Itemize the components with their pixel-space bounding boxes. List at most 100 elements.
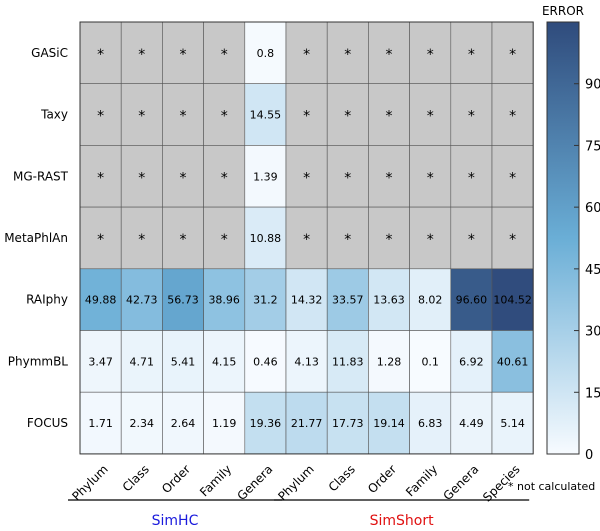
cell-value-label: * <box>468 170 475 186</box>
heatmap-cell <box>79 21 122 85</box>
cell-value-label: 8.02 <box>418 294 443 307</box>
cell-value-label: * <box>97 170 104 186</box>
cell-value-label: * <box>427 109 434 125</box>
heatmap-cell <box>450 268 493 331</box>
not-calculated-note: * not calculated <box>508 480 595 493</box>
heatmap-cell <box>285 21 328 85</box>
cell-value-label: 2.64 <box>171 417 196 430</box>
heatmap-cell <box>120 268 163 331</box>
column-label: Family <box>197 462 234 499</box>
row-labels: GASiC Taxy MG-RAST MetaPhlAn RAIphy PhymmBL FO… <box>4 46 68 430</box>
cell-value-label: 0.46 <box>253 355 278 368</box>
heatmap-cell <box>203 21 246 85</box>
heatmap-cell <box>120 83 163 146</box>
colorbar: ERROR 0 15 30 45 60 75 90 <box>542 4 600 463</box>
cell-value-label: 56.73 <box>167 294 199 307</box>
cell-value-label: * <box>344 109 351 125</box>
cell-value-label: * <box>180 170 187 186</box>
heatmap-cell <box>79 391 122 455</box>
heatmap-cell <box>285 330 328 393</box>
cell-value-label: * <box>221 109 228 125</box>
heatmap-cell <box>79 145 122 208</box>
cell-value-label: * <box>221 232 228 248</box>
cell-value-label: * <box>386 109 393 125</box>
row-label: MetaPhlAn <box>4 231 68 245</box>
cell-value-label: * <box>180 232 187 248</box>
column-label: Genera <box>235 462 276 503</box>
cell-value-label: 4.71 <box>130 355 155 368</box>
heatmap-cell <box>285 391 328 455</box>
cell-value-label: 0.1 <box>421 355 439 368</box>
heatmap-cell <box>285 145 328 208</box>
cell-value-label: 49.88 <box>85 294 117 307</box>
cell-value-label: * <box>138 232 145 248</box>
colorbar-tick-label: 0 <box>585 448 593 463</box>
group-label: SimShort <box>370 513 434 529</box>
heatmap-cells: * * * * 0.8 * * * * * * * * * * 14.55 * * * * * * * * * * 1.39 * * * *… <box>79 21 534 455</box>
cell-value-label: * <box>344 47 351 63</box>
heatmap-cell <box>409 145 452 208</box>
cell-value-label: 14.55 <box>250 109 282 122</box>
row-label: Taxy <box>40 108 68 122</box>
heatmap-cell <box>162 391 204 455</box>
heatmap-cell <box>203 330 246 393</box>
heatmap-cell <box>450 21 493 85</box>
heatmap-cell <box>120 391 163 455</box>
cell-value-label: 10.88 <box>250 232 282 245</box>
column-label: Family <box>403 462 440 499</box>
column-groups: SimHC SimShort <box>68 499 530 529</box>
cell-value-label: 19.36 <box>250 417 282 430</box>
colorbar-tick-label: 15 <box>585 386 600 401</box>
heatmap-cell <box>326 145 369 208</box>
cell-value-label: 13.63 <box>373 294 405 307</box>
cell-value-label: * <box>468 232 475 248</box>
heatmap-cell <box>285 83 328 146</box>
group-label: SimHC <box>152 513 199 529</box>
colorbar-ticks: 0 15 30 45 60 75 90 <box>574 78 600 463</box>
cell-value-label: * <box>97 109 104 125</box>
cell-value-label: * <box>427 232 434 248</box>
heatmap-cell <box>491 268 534 331</box>
heatmap-cell <box>326 83 369 146</box>
cell-value-label: 1.28 <box>377 355 402 368</box>
colorbar-tick-label: 75 <box>585 139 600 154</box>
cell-value-label: 2.34 <box>130 417 155 430</box>
colorbar-tick-label: 30 <box>585 325 600 340</box>
row-label: GASiC <box>31 46 68 60</box>
cell-value-label: * <box>97 47 104 63</box>
heatmap-cell <box>162 268 204 331</box>
cell-value-label: * <box>509 47 516 63</box>
heatmap-cell <box>120 330 163 393</box>
cell-value-label: 33.57 <box>332 294 364 307</box>
cell-value-label: * <box>138 109 145 125</box>
cell-value-label: * <box>180 47 187 63</box>
colorbar-title: ERROR <box>542 4 584 18</box>
heatmap-cell <box>162 83 204 146</box>
cell-value-label: * <box>427 47 434 63</box>
cell-value-label: * <box>509 170 516 186</box>
cell-value-label: 42.73 <box>126 294 158 307</box>
heatmap-cell <box>244 21 287 85</box>
heatmap-cell <box>203 391 246 455</box>
cell-value-label: * <box>97 232 104 248</box>
colorbar-tick-label: 60 <box>585 201 600 216</box>
heatmap-cell <box>409 206 452 270</box>
cell-value-label: * <box>386 232 393 248</box>
heatmap-cell <box>120 21 163 85</box>
cell-value-label: * <box>221 170 228 186</box>
cell-value-label: * <box>468 47 475 63</box>
heatmap-cell <box>162 206 204 270</box>
column-label: Genera <box>441 462 482 503</box>
heatmap-border <box>79 21 534 455</box>
heatmap-cell <box>491 83 534 146</box>
heatmap-cell <box>326 268 369 331</box>
cell-value-label: 104.52 <box>493 294 532 307</box>
cell-value-label: 1.71 <box>88 417 113 430</box>
heatmap-cell <box>491 330 534 393</box>
heatmap-cell <box>409 391 452 455</box>
cell-value-label: * <box>468 109 475 125</box>
column-label: Order <box>365 462 399 496</box>
cell-value-label: * <box>303 232 310 248</box>
column-label: Phylum <box>69 462 110 503</box>
